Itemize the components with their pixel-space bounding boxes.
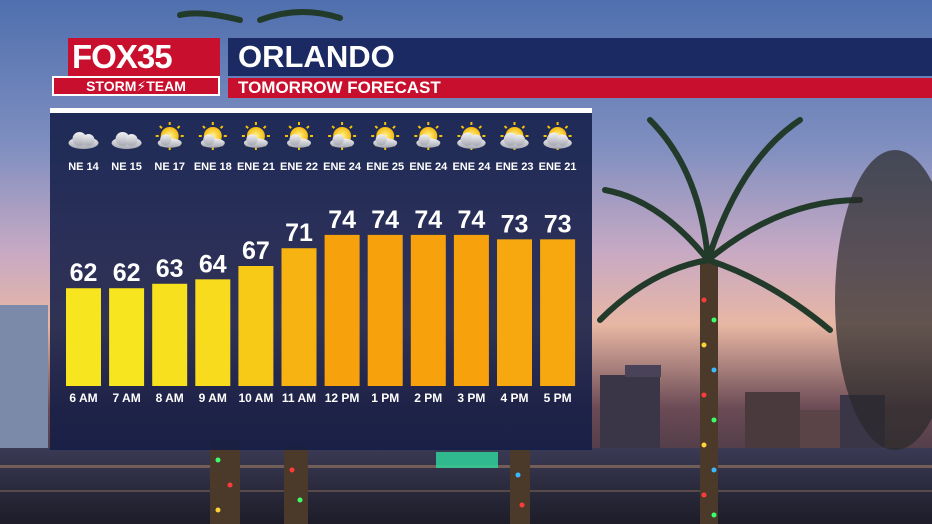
temperature-bar (195, 279, 231, 386)
palm-trunk (284, 445, 308, 524)
skyline-building (600, 375, 660, 450)
partly-cloudy-icon (500, 122, 529, 150)
palm-trunk (700, 260, 718, 524)
partly-sunny-icon (155, 122, 184, 150)
page-title: ORLANDO (228, 38, 932, 76)
hour-label: 2 PM (414, 391, 442, 405)
hour-label: 11 AM (282, 391, 316, 405)
wind-label: ENE 23 (496, 161, 534, 173)
skyline-building (745, 392, 800, 450)
lake-fountain (436, 452, 498, 468)
hour-label: 9 AM (199, 391, 227, 405)
temperature-bar (367, 234, 403, 386)
wind-label: ENE 22 (280, 161, 318, 173)
temperature-bar (152, 283, 188, 386)
cloudy-icon (111, 132, 142, 149)
temperature-value: 74 (457, 206, 485, 234)
wind-label: ENE 21 (237, 161, 275, 173)
wind-label: ENE 21 (539, 161, 577, 173)
logo-channel-number: 35 (136, 38, 173, 75)
hour-label: 3 PM (457, 391, 485, 405)
partly-sunny-icon (414, 122, 443, 150)
partly-sunny-icon (241, 122, 270, 150)
temperature-bar (497, 239, 532, 386)
tree-silhouette (835, 150, 932, 450)
hour-label: 4 PM (500, 391, 528, 405)
partly-sunny-icon (285, 122, 313, 150)
partly-sunny-icon (371, 122, 400, 150)
temperature-bar (410, 234, 446, 386)
wind-label: ENE 25 (366, 161, 404, 173)
temperature-value: 67 (242, 237, 270, 265)
temperature-value: 62 (70, 259, 98, 287)
temperature-value: 71 (285, 219, 313, 247)
temperature-bar (540, 239, 576, 386)
temperature-value: 63 (156, 255, 184, 283)
hour-label: 5 PM (544, 391, 572, 405)
temperature-bar (238, 266, 274, 386)
temperature-value: 73 (544, 210, 572, 238)
temperature-bar (324, 234, 360, 386)
skyline-building (0, 305, 48, 450)
partly-cloudy-icon (457, 122, 486, 150)
cloudy-icon (68, 132, 99, 149)
wind-label: ENE 24 (323, 161, 362, 173)
trunk-lights (215, 297, 717, 518)
temperature-value: 64 (199, 250, 227, 278)
hour-label: 7 AM (112, 391, 140, 405)
partly-sunny-icon (198, 122, 227, 150)
palm-fronds (177, 9, 863, 333)
palm-trunk (510, 450, 530, 524)
temperature-value: 74 (414, 206, 442, 234)
storm-team-badge: STORM⚡TEAM (52, 76, 220, 96)
temperature-value: 62 (113, 259, 141, 287)
fox35-logo: FOX35 (68, 38, 220, 76)
temperature-value: 73 (501, 210, 529, 238)
hour-label: 6 AM (69, 391, 97, 405)
logo-fox-text: FOX (72, 38, 138, 75)
wind-label: NE 14 (68, 161, 99, 173)
hour-label: 8 AM (156, 391, 184, 405)
temperature-value: 74 (328, 206, 356, 234)
partly-sunny-icon (328, 122, 357, 150)
wind-label: ENE 24 (452, 161, 491, 173)
temperature-bar (66, 288, 101, 386)
temperature-bar (453, 234, 489, 386)
hour-label: 12 PM (325, 391, 360, 405)
page-subtitle: TOMORROW FORECAST (228, 78, 932, 98)
wind-label: ENE 24 (409, 161, 448, 173)
partly-cloudy-icon (543, 122, 572, 150)
hour-label: 1 PM (371, 391, 399, 405)
temperature-bar (109, 288, 145, 386)
temperature-value: 74 (371, 206, 399, 234)
hour-label: 10 AM (238, 391, 273, 405)
temperature-bar (281, 248, 317, 386)
wind-label: NE 17 (154, 161, 185, 173)
palm-trunk (210, 440, 240, 524)
panel-top-rule (50, 108, 592, 113)
wind-label: NE 15 (111, 161, 142, 173)
wind-label: ENE 18 (194, 161, 232, 173)
